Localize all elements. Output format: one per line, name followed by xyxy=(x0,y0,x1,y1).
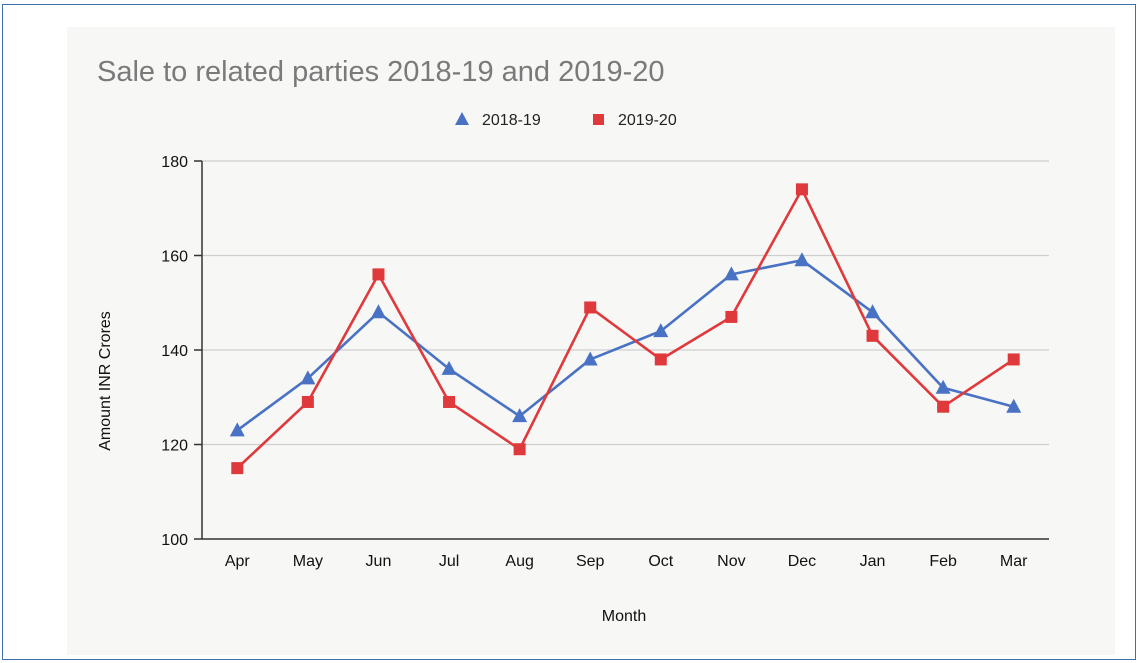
y-tick-label-140: 140 xyxy=(161,343,188,360)
point-2018-19-feb xyxy=(935,379,951,394)
y-tick-label-180: 180 xyxy=(161,154,188,171)
legend-square-marker xyxy=(593,114,604,125)
point-2019-20-dec xyxy=(795,183,808,196)
legend: 2018-19 2019-20 xyxy=(455,112,677,129)
series-line-2019-20 xyxy=(236,188,1015,470)
x-tick-label-jan: Jan xyxy=(860,553,886,570)
x-tick-label-mar: Mar xyxy=(1000,553,1028,570)
legend-label-2018-19: 2018-19 xyxy=(482,112,541,129)
x-tick-label-oct: Oct xyxy=(648,553,673,570)
point-2018-19-jun xyxy=(370,304,386,319)
point-2019-20-may xyxy=(301,395,314,408)
chart-panel: Sale to related parties 2018-19 and 2019… xyxy=(67,27,1115,655)
legend-item-2019-20: 2019-20 xyxy=(593,112,677,129)
point-2018-19-nov xyxy=(723,266,739,281)
x-axis-title: Month xyxy=(602,608,646,625)
point-2018-19-may xyxy=(300,370,316,385)
chart-frame: Sale to related parties 2018-19 and 2019… xyxy=(2,4,1136,660)
x-tick-label-feb: Feb xyxy=(929,553,957,570)
x-tick-label-apr: Apr xyxy=(225,553,251,570)
point-2018-19-jan xyxy=(865,304,881,319)
legend-label-2019-20: 2019-20 xyxy=(618,112,677,129)
point-2018-19-jul xyxy=(441,360,457,375)
chart-title: Sale to related parties 2018-19 and 2019… xyxy=(97,56,665,88)
x-tick-label-aug: Aug xyxy=(505,553,533,570)
point-2019-20-mar xyxy=(1007,353,1020,366)
point-2019-20-jun xyxy=(372,268,385,281)
legend-triangle-marker xyxy=(455,112,469,125)
point-2019-20-feb xyxy=(937,400,950,413)
point-2019-20-aug xyxy=(513,443,526,456)
y-axis-title: Amount INR Crores xyxy=(97,311,114,451)
point-2018-19-apr xyxy=(229,422,245,437)
point-2019-20-apr xyxy=(231,462,244,475)
legend-item-2018-19: 2018-19 xyxy=(455,112,541,129)
y-tick-label-100: 100 xyxy=(161,532,188,549)
point-2019-20-oct xyxy=(654,353,667,366)
x-tick-label-may: May xyxy=(293,553,323,570)
point-2018-19-dec xyxy=(794,252,810,267)
point-2019-20-jul xyxy=(443,395,456,408)
plot-area: 100 120 140 160 180 Apr May Jun Jul Aug Sep Oct Nov D… xyxy=(161,154,1049,570)
point-2018-19-oct xyxy=(653,323,669,338)
point-2018-19-aug xyxy=(512,408,528,423)
line-chart: Sale to related parties 2018-19 and 2019… xyxy=(97,56,1049,625)
y-tick-label-160: 160 xyxy=(161,249,188,266)
x-tick-label-jul: Jul xyxy=(439,553,459,570)
point-2019-20-jan xyxy=(866,329,879,342)
point-2019-20-nov xyxy=(725,310,738,323)
point-2018-19-sep xyxy=(582,351,598,366)
x-tick-label-sep: Sep xyxy=(576,553,605,570)
point-2018-19-mar xyxy=(1006,398,1022,413)
y-tick-label-120: 120 xyxy=(161,438,188,455)
x-tick-label-nov: Nov xyxy=(717,553,745,570)
point-2019-20-sep xyxy=(584,301,597,314)
x-tick-label-dec: Dec xyxy=(788,553,816,570)
series-line-2018-19 xyxy=(236,258,1015,432)
x-tick-label-jun: Jun xyxy=(366,553,392,570)
